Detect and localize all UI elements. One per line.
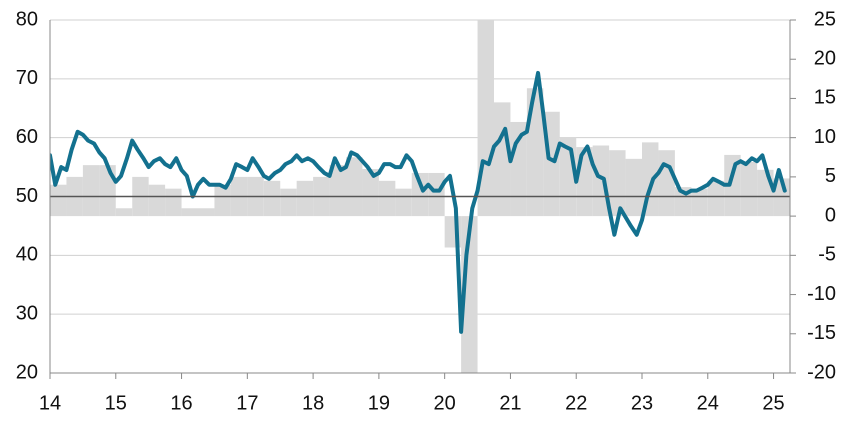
- bar: [165, 188, 182, 217]
- y2-tick-label: -20: [807, 361, 836, 383]
- x-tick-label: 18: [302, 392, 324, 414]
- bar: [362, 169, 379, 217]
- x-tick-label: 17: [236, 392, 258, 414]
- bar: [428, 172, 445, 217]
- bar: [378, 180, 396, 217]
- y2-tick-label: -5: [818, 244, 836, 266]
- bar: [99, 165, 116, 217]
- bar: [691, 188, 708, 217]
- bar: [707, 180, 725, 217]
- y2-tick-label: 25: [814, 8, 836, 30]
- bar: [198, 208, 215, 217]
- bar: [411, 172, 429, 217]
- bar: [214, 184, 231, 217]
- bar: [740, 161, 758, 217]
- y2-tick-label: 20: [814, 48, 836, 70]
- x-tick-label: 21: [499, 392, 521, 414]
- y-tick-label: 80: [16, 8, 38, 30]
- bar: [658, 150, 675, 217]
- y-tick-label: 40: [16, 244, 38, 266]
- x-tick-label: 20: [434, 392, 456, 414]
- y-tick-label: 60: [16, 126, 38, 148]
- bar: [181, 208, 198, 217]
- y2-tick-label: 5: [825, 165, 836, 187]
- bar: [757, 169, 774, 217]
- bar: [609, 150, 626, 217]
- y2-tick-label: 10: [814, 126, 836, 148]
- x-tick-label: 24: [697, 392, 719, 414]
- x-tick-label: 25: [762, 392, 784, 414]
- y-tick-label: 50: [16, 185, 38, 207]
- y2-tick-label: 15: [814, 87, 836, 109]
- line: [50, 70, 787, 334]
- bar: [346, 157, 363, 217]
- x-tick-label: 15: [105, 392, 127, 414]
- bar: [494, 102, 511, 217]
- x-tick-label: 16: [170, 392, 192, 414]
- y2-tick-label: -10: [807, 283, 836, 305]
- x-tick-label: 19: [368, 392, 390, 414]
- x-tick-label: 22: [565, 392, 587, 414]
- bar: [526, 88, 544, 217]
- bar: [395, 188, 412, 217]
- y-tick-label: 70: [16, 67, 38, 89]
- bar: [329, 165, 346, 217]
- y2-tick-label: 0: [825, 204, 836, 226]
- bar: [296, 180, 314, 217]
- y-tick-label: 20: [16, 361, 38, 383]
- x-tick-label: 23: [631, 392, 653, 414]
- y-tick-label: 30: [16, 302, 38, 324]
- x-tick-label: 14: [39, 392, 61, 414]
- bar: [592, 145, 610, 217]
- bar: [625, 158, 642, 217]
- y2-tick-label: -15: [807, 322, 836, 344]
- bar: [148, 184, 166, 217]
- plot-area: [50, 20, 790, 373]
- bar: [724, 154, 741, 217]
- bar: [82, 165, 100, 217]
- bar: [50, 184, 67, 217]
- bar: [280, 188, 297, 217]
- bar: [263, 180, 281, 217]
- bar: [115, 208, 133, 217]
